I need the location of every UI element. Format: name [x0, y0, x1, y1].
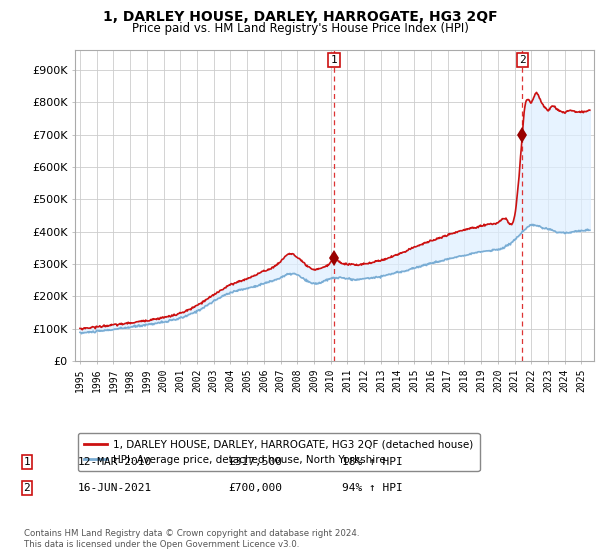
Text: £700,000: £700,000: [228, 483, 282, 493]
Text: 94% ↑ HPI: 94% ↑ HPI: [342, 483, 403, 493]
Text: 1: 1: [23, 457, 31, 467]
Text: 18% ↑ HPI: 18% ↑ HPI: [342, 457, 403, 467]
Text: 1: 1: [331, 55, 337, 65]
Text: 1, DARLEY HOUSE, DARLEY, HARROGATE, HG3 2QF: 1, DARLEY HOUSE, DARLEY, HARROGATE, HG3 …: [103, 10, 497, 24]
Text: 2: 2: [519, 55, 526, 65]
Legend: 1, DARLEY HOUSE, DARLEY, HARROGATE, HG3 2QF (detached house), HPI: Average price: 1, DARLEY HOUSE, DARLEY, HARROGATE, HG3 …: [77, 433, 479, 471]
Text: 16-JUN-2021: 16-JUN-2021: [78, 483, 152, 493]
Text: Price paid vs. HM Land Registry's House Price Index (HPI): Price paid vs. HM Land Registry's House …: [131, 22, 469, 35]
Text: £317,500: £317,500: [228, 457, 282, 467]
Text: Contains HM Land Registry data © Crown copyright and database right 2024.
This d: Contains HM Land Registry data © Crown c…: [24, 529, 359, 549]
Text: 12-MAR-2010: 12-MAR-2010: [78, 457, 152, 467]
Text: 2: 2: [23, 483, 31, 493]
